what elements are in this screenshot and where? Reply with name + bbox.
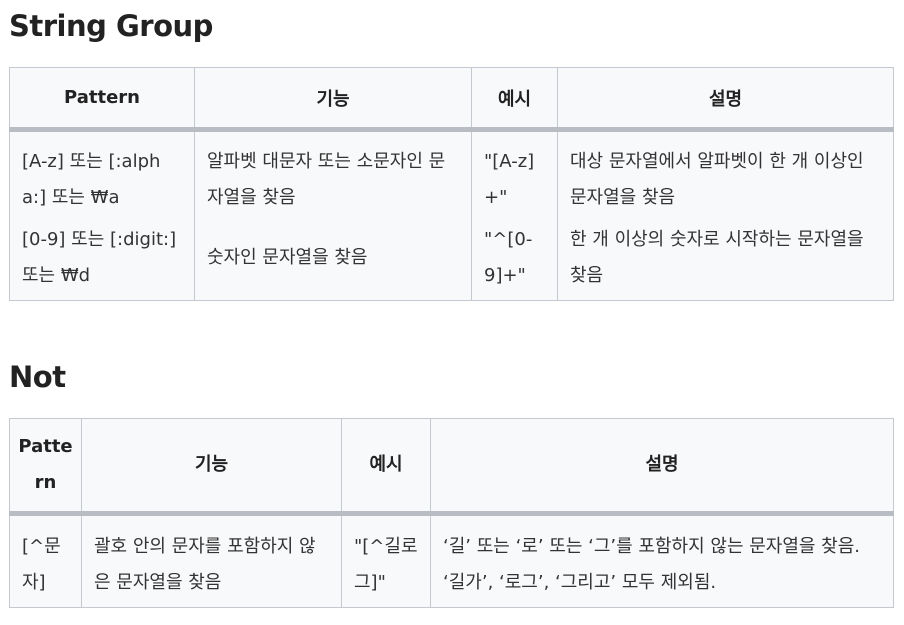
cell-feature: 숫자인 문자열을 찾음 [194, 216, 472, 301]
table-row: [^문자] 괄호 안의 문자를 포함하지 않은 문자열을 찾음 "[^길로그]"… [9, 513, 894, 608]
section-title-string-group: String Group [9, 9, 213, 43]
header-example: 예시 [341, 418, 431, 516]
cell-pattern: [0-9] 또는 [:digit:] 또는 ₩d [9, 216, 195, 301]
header-description: 설명 [430, 418, 894, 516]
table-row: [0-9] 또는 [:digit:] 또는 ₩d 숫자인 문자열을 찾음 "^[… [9, 216, 894, 301]
string-group-table: Pattern 기능 예시 설명 [A-z] 또는 [:alpha:] 또는 ₩… [9, 67, 894, 301]
section-title-not: Not [9, 360, 66, 394]
cell-feature: 알파벳 대문자 또는 소문자인 문자열을 찾음 [194, 129, 472, 216]
table-row: [A-z] 또는 [:alpha:] 또는 ₩a 알파벳 대문자 또는 소문자인… [9, 129, 894, 216]
header-feature: 기능 [81, 418, 342, 516]
cell-description: 대상 문자열에서 알파벳이 한 개 이상인 문자열을 찾음 [557, 129, 894, 216]
cell-description: ‘길’ 또는 ‘로’ 또는 ‘그’를 포함하지 않는 문자열을 찾음. ‘길가’… [430, 513, 894, 608]
header-pattern: Pattern [9, 67, 195, 132]
header-pattern: Pattern [9, 418, 82, 516]
cell-example: "[^길로그]" [341, 513, 431, 608]
cell-pattern: [^문자] [9, 513, 82, 608]
header-description: 설명 [557, 67, 894, 132]
table-header-row: Pattern 기능 예시 설명 [9, 67, 894, 132]
not-table: Pattern 기능 예시 설명 [^문자] 괄호 안의 문자를 포함하지 않은… [9, 418, 894, 608]
cell-feature: 괄호 안의 문자를 포함하지 않은 문자열을 찾음 [81, 513, 342, 608]
cell-example: "[A-z]+" [471, 129, 558, 216]
header-example: 예시 [471, 67, 558, 132]
table-header-row: Pattern 기능 예시 설명 [9, 418, 894, 516]
cell-example: "^[0-9]+" [471, 216, 558, 301]
cell-pattern: [A-z] 또는 [:alpha:] 또는 ₩a [9, 129, 195, 216]
header-feature: 기능 [194, 67, 472, 132]
cell-description: 한 개 이상의 숫자로 시작하는 문자열을 찾음 [557, 216, 894, 301]
